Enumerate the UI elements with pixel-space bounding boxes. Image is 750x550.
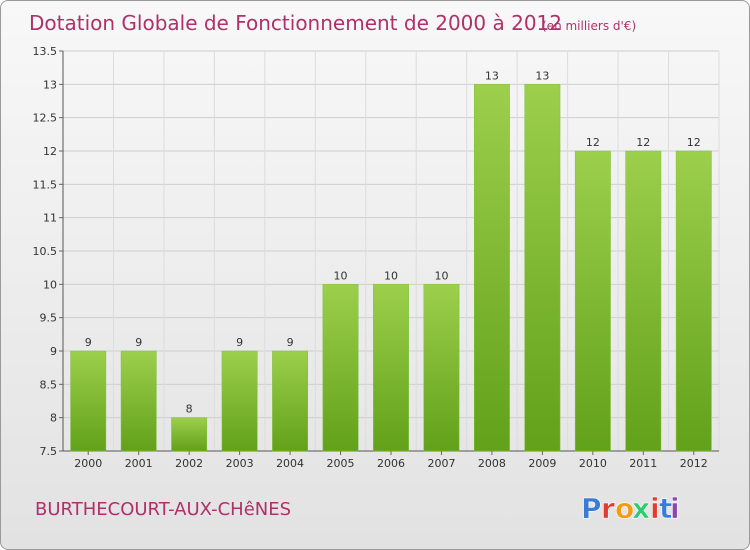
bar-2011 bbox=[625, 150, 662, 452]
y-tick-label: 10 bbox=[43, 278, 57, 291]
x-tick-label: 2001 bbox=[125, 457, 153, 470]
value-label: 9 bbox=[236, 336, 243, 349]
value-label: 9 bbox=[287, 336, 294, 349]
x-tick-label: 2005 bbox=[327, 457, 355, 470]
chart-unit: (en milliers d'€) bbox=[542, 19, 636, 33]
y-tick-label: 13.5 bbox=[33, 45, 58, 58]
bar-2004 bbox=[272, 350, 308, 452]
value-label: 10 bbox=[434, 269, 448, 282]
x-tick-label: 2012 bbox=[680, 457, 708, 470]
value-label: 9 bbox=[85, 336, 92, 349]
labels: 7.5 8 8.5 9 9.5 10 10.5 11 11.5 12 12.5 13 13.5 9 2000… bbox=[33, 45, 708, 470]
bar-2006 bbox=[373, 284, 409, 452]
logo-letter: i bbox=[650, 492, 660, 525]
bar-2009 bbox=[524, 84, 561, 452]
y-tick-label: 7.5 bbox=[40, 445, 58, 458]
logo-letter: i bbox=[670, 492, 680, 525]
x-tick-label: 2008 bbox=[478, 457, 506, 470]
y-tick-label: 12.5 bbox=[33, 112, 58, 125]
bar-2005 bbox=[322, 284, 359, 452]
y-tick-label: 9.5 bbox=[40, 312, 58, 325]
bar-2003 bbox=[221, 350, 258, 452]
bar-2002 bbox=[171, 417, 208, 452]
bar-2007 bbox=[423, 284, 460, 452]
value-label: 12 bbox=[687, 136, 701, 149]
bar-2008 bbox=[474, 84, 510, 452]
x-tick-label: 2004 bbox=[276, 457, 304, 470]
bar-2000 bbox=[70, 350, 107, 452]
x-tick-label: 2003 bbox=[226, 457, 254, 470]
y-tick-label: 8.5 bbox=[40, 378, 58, 391]
y-tick-label: 11.5 bbox=[33, 178, 58, 191]
x-tick-label: 2011 bbox=[629, 457, 657, 470]
logo-letter: P bbox=[581, 492, 602, 525]
value-label: 12 bbox=[586, 136, 600, 149]
bars bbox=[70, 84, 712, 452]
bar-2012 bbox=[675, 150, 712, 452]
value-label: 12 bbox=[636, 136, 650, 149]
logo-letter: o bbox=[615, 492, 634, 525]
commune-name: BURTHECOURT-AUX-CHêNES bbox=[35, 499, 291, 520]
value-label: 13 bbox=[485, 69, 499, 82]
logo-letter: r bbox=[601, 492, 615, 525]
value-label: 10 bbox=[334, 269, 348, 282]
y-tick-label: 10.5 bbox=[33, 245, 58, 258]
y-tick-label: 12 bbox=[43, 145, 57, 158]
value-label: 13 bbox=[535, 69, 549, 82]
x-tick-label: 2007 bbox=[427, 457, 455, 470]
bar-2010 bbox=[574, 150, 611, 452]
x-tick-label: 2010 bbox=[579, 457, 607, 470]
logo-letter: t bbox=[659, 492, 672, 525]
y-tick-label: 8 bbox=[50, 412, 57, 425]
x-tick-label: 2002 bbox=[175, 457, 203, 470]
y-tick-label: 9 bbox=[50, 345, 57, 358]
value-label: 8 bbox=[186, 403, 193, 416]
value-label: 10 bbox=[384, 269, 398, 282]
x-tick-label: 2000 bbox=[74, 457, 102, 470]
chart-title: Dotation Globale de Fonctionnement de 20… bbox=[29, 11, 562, 35]
value-label: 9 bbox=[135, 336, 142, 349]
x-tick-label: 2006 bbox=[377, 457, 405, 470]
y-tick-label: 11 bbox=[43, 212, 57, 225]
bar-2001 bbox=[120, 350, 157, 452]
y-tick-label: 13 bbox=[43, 78, 57, 91]
x-tick-label: 2009 bbox=[528, 457, 556, 470]
logo-letter: x bbox=[632, 492, 650, 525]
